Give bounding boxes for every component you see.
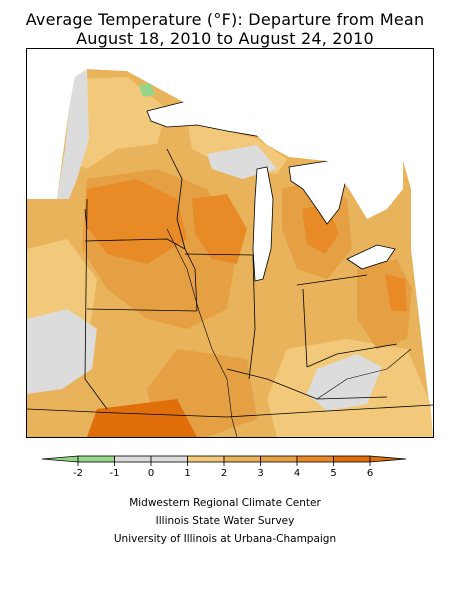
legend-tick-label: 6 (367, 468, 373, 479)
legend-bin (260, 455, 298, 463)
legend-arrow-right (369, 455, 407, 463)
legend-bin (223, 455, 261, 463)
color-scale-legend: -2 -1 0 1 2 3 4 5 6 (40, 452, 410, 482)
zone-below-normal-lake-superior-shore (139, 83, 155, 97)
map-title-line2: August 18, 2010 to August 24, 2010 (76, 29, 374, 48)
legend-tick-label: -2 (73, 468, 83, 479)
map-title-line1: Average Temperature (°F): Departure from… (25, 10, 425, 29)
boundary-in-oh (302, 288, 308, 368)
state-boundaries (27, 148, 433, 418)
legend-tick-label: 5 (330, 468, 336, 479)
legend-tick-label: 0 (148, 468, 154, 479)
outside-region-right (411, 161, 433, 437)
map-title: Average Temperature (°F): Departure from… (0, 10, 450, 48)
boundary-south (27, 404, 433, 418)
legend-tick-label: 4 (294, 468, 300, 479)
outside-region-canada (237, 117, 403, 219)
boundary-wi-il (184, 253, 254, 256)
legend-bin (187, 455, 225, 463)
zone-plus4-5-mn (85, 179, 187, 264)
credit-line1: Midwestern Regional Climate Center (129, 497, 321, 509)
zone-plus1-2-north-mn (67, 77, 167, 169)
boundary-oh-ky (306, 343, 398, 368)
legend-arrow-left (41, 455, 79, 463)
boundary-ia-mo (86, 308, 198, 312)
temperature-departure-map (26, 48, 434, 438)
ohio-river (316, 348, 412, 400)
zone-plus4-5-wi (192, 194, 247, 264)
boundary-mn-wi (166, 148, 186, 250)
boundary-mi-oh (296, 274, 368, 286)
boundary-il-in (248, 254, 256, 380)
legend-bin (114, 455, 152, 463)
zone-near-normal-west (27, 309, 97, 394)
boundary-west (84, 198, 108, 410)
legend-tick-label: -1 (110, 468, 120, 479)
boundary-mn-ia (84, 238, 186, 250)
credit-line2: Illinois State Water Survey (155, 515, 295, 527)
mississippi-river (166, 228, 238, 437)
legend-bin (150, 455, 188, 463)
legend-bins (41, 455, 407, 463)
legend-tick-label: 2 (221, 468, 227, 479)
credits: Midwestern Regional Climate Center Illin… (0, 494, 450, 548)
legend-labels: -2 -1 0 1 2 3 4 5 6 (73, 468, 373, 479)
legend-ticks (77, 462, 371, 466)
boundary-ia-il (184, 248, 198, 312)
zone-plus4-5-oh (385, 274, 407, 311)
legend-bin (77, 455, 115, 463)
credit-line3: University of Illinois at Urbana-Champai… (113, 533, 337, 545)
outside-region-top (75, 49, 433, 161)
legend-bin (296, 455, 334, 463)
legend-tick-label: 3 (257, 468, 263, 479)
zone-near-normal-kentucky (307, 354, 382, 411)
legend-bin (333, 455, 371, 463)
rivers (166, 228, 412, 437)
outside-region-left (27, 49, 75, 199)
legend-tick-label: 1 (184, 468, 190, 479)
lake-erie (346, 244, 396, 270)
boundary-mo-ky (226, 368, 388, 400)
lake-michigan (252, 166, 274, 282)
zone-near-normal-northwest (57, 69, 89, 199)
zone-plus5-6-southwest (87, 399, 197, 437)
